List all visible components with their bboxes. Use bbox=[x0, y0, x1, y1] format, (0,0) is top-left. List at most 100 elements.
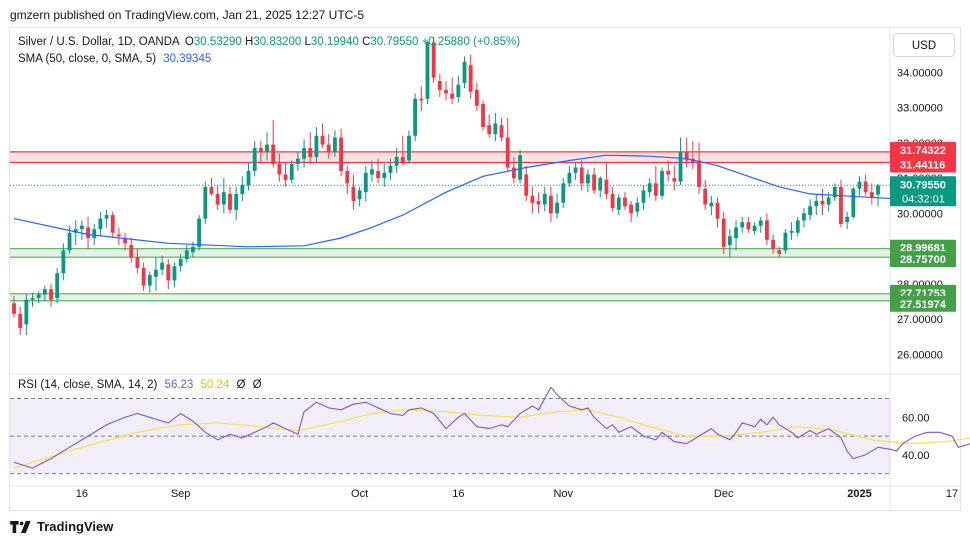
sma-legend: SMA (50, close, 0, SMA, 5) 30.39345 bbox=[18, 53, 215, 65]
price-tick-label: 34.00000 bbox=[897, 67, 943, 79]
candle-body bbox=[549, 195, 553, 214]
candle-body bbox=[734, 227, 738, 239]
candle-body bbox=[832, 186, 837, 198]
candle-body bbox=[363, 172, 368, 193]
candle-body bbox=[653, 183, 658, 196]
candle-body bbox=[765, 220, 769, 240]
candle-body bbox=[425, 42, 430, 99]
candle-body bbox=[98, 218, 103, 230]
candle-body bbox=[462, 61, 467, 83]
candle-body bbox=[647, 183, 652, 193]
candle-body bbox=[166, 264, 171, 281]
sma-value: 30.39345 bbox=[163, 53, 212, 65]
candle-body bbox=[623, 197, 627, 207]
candle-body bbox=[814, 201, 819, 207]
candle-body bbox=[178, 259, 183, 267]
candle-body bbox=[876, 185, 880, 195]
candle-body bbox=[783, 232, 788, 251]
candle-body bbox=[67, 232, 72, 251]
candle-body bbox=[92, 229, 97, 239]
candle-body bbox=[474, 89, 479, 106]
candle-body bbox=[42, 289, 47, 295]
candle-body bbox=[265, 144, 269, 152]
candle-body bbox=[536, 201, 541, 205]
candle-body bbox=[73, 229, 78, 233]
candle-body bbox=[12, 303, 16, 314]
high-value: 30.83200 bbox=[253, 36, 302, 48]
candle-body bbox=[24, 299, 29, 325]
candle-body bbox=[104, 215, 109, 219]
candle-body bbox=[727, 236, 732, 246]
currency-button[interactable]: USD bbox=[893, 33, 955, 57]
candle-body bbox=[36, 294, 41, 298]
candle-body bbox=[431, 42, 436, 78]
candle-body bbox=[573, 167, 578, 173]
candle-body bbox=[826, 197, 831, 205]
candle-body bbox=[221, 192, 226, 205]
candle-body bbox=[283, 174, 288, 180]
chart-frame bbox=[9, 27, 961, 511]
candle-body bbox=[141, 267, 146, 286]
price-tick-label: 30.00000 bbox=[897, 208, 943, 220]
candle-body bbox=[30, 297, 35, 300]
support1-bottom-label-bg bbox=[890, 251, 956, 268]
candle-body bbox=[110, 215, 115, 233]
rsi-ma-line bbox=[13, 409, 970, 469]
support2-bottom-label: 27.51974 bbox=[900, 299, 947, 311]
tradingview-logo-icon bbox=[10, 520, 31, 533]
candle-body bbox=[437, 81, 442, 90]
candle-body bbox=[542, 193, 547, 205]
zone-resistance bbox=[10, 151, 890, 163]
rsi-layer bbox=[10, 386, 970, 475]
candle-body bbox=[678, 151, 683, 182]
resistance-top-label: 31.74322 bbox=[900, 145, 946, 157]
candle-body bbox=[240, 185, 245, 194]
candle-body bbox=[845, 216, 850, 223]
rsi-extra-2: Ø bbox=[252, 379, 262, 391]
background-layer bbox=[10, 28, 960, 510]
candle-body bbox=[493, 123, 498, 135]
rsi-ma-value: 50.24 bbox=[200, 379, 230, 391]
rsi-value: 56.23 bbox=[164, 379, 194, 391]
candle-body bbox=[147, 275, 152, 286]
candle-body bbox=[857, 181, 862, 189]
candle-body bbox=[382, 172, 387, 179]
support2-bottom-label-bg bbox=[890, 295, 956, 312]
candle-body bbox=[789, 230, 794, 233]
symbol-title[interactable]: Silver / U.S. Dollar, 1D, OANDA bbox=[18, 36, 180, 48]
candle-body bbox=[407, 135, 411, 161]
candle-body bbox=[314, 135, 319, 157]
zone-support-2 bbox=[10, 293, 890, 301]
time-tick-label: 17 bbox=[946, 488, 958, 500]
rsi-extra-1: Ø bbox=[236, 379, 246, 391]
candle-body bbox=[616, 197, 621, 210]
time-tick-label: Oct bbox=[351, 488, 368, 500]
rsi-label[interactable]: RSI (14, close, SMA, 14, 2) bbox=[18, 379, 158, 391]
main-legend: Silver / U.S. Dollar, 1D, OANDA O30.5329… bbox=[18, 36, 524, 48]
candle-body bbox=[357, 190, 362, 200]
candle-body bbox=[660, 171, 664, 196]
candle-body bbox=[160, 262, 165, 270]
candle-body bbox=[413, 98, 418, 136]
candle-body bbox=[351, 186, 356, 201]
candle-body bbox=[419, 98, 424, 101]
price-tick-label: 33.00000 bbox=[897, 103, 943, 115]
candle-body bbox=[289, 163, 294, 180]
candle-body bbox=[684, 151, 689, 161]
price-tick-label: 26.00000 bbox=[897, 349, 943, 361]
open-value: 30.53290 bbox=[193, 36, 242, 48]
sma-label[interactable]: SMA (50, close, 0, SMA, 5) bbox=[18, 53, 157, 65]
last-price-label: 30.79550 bbox=[900, 179, 946, 191]
candle-body bbox=[191, 246, 195, 253]
candle-body bbox=[172, 266, 177, 281]
candle-body bbox=[481, 104, 485, 127]
candle-body bbox=[586, 174, 590, 184]
candle-body bbox=[869, 192, 874, 198]
sma-layer bbox=[13, 154, 909, 248]
candle-body bbox=[203, 186, 208, 219]
candle-body bbox=[703, 188, 708, 205]
candle-body bbox=[487, 125, 492, 135]
rsi-tick-label: 60.00 bbox=[902, 412, 930, 424]
candle-body bbox=[752, 225, 757, 231]
